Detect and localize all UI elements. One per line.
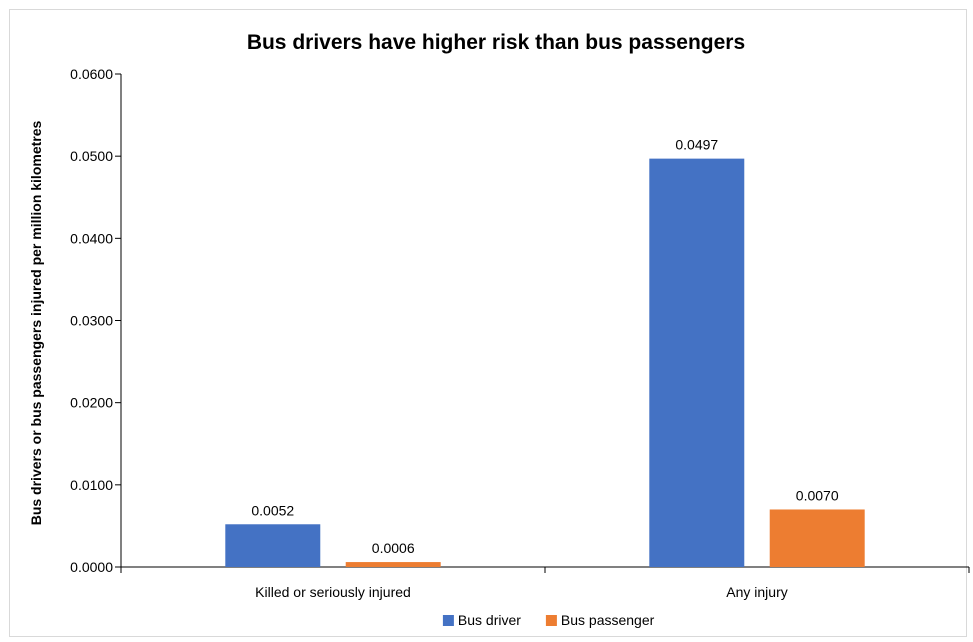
legend-label: Bus driver	[458, 612, 521, 628]
y-tick-label: 0.0400	[70, 230, 113, 246]
y-tick-label: 0.0000	[70, 559, 113, 575]
legend-label: Bus passenger	[561, 612, 655, 628]
data-label: 0.0070	[796, 487, 839, 503]
y-tick-label: 0.0300	[70, 313, 113, 329]
legend-swatch	[442, 615, 454, 626]
plot-area: 0.0000 0.0100 0.0200 0.0300 0.0400 0.0500 0.06…	[70, 66, 970, 600]
bar	[225, 524, 321, 567]
data-label: 0.0006	[372, 540, 415, 556]
legend: Bus driver Bus passenger	[442, 612, 655, 628]
x-tick-label: Any injury	[726, 584, 787, 600]
data-label: 0.0052	[251, 502, 294, 518]
y-tick-label: 0.0500	[70, 148, 113, 164]
y-tick-label: 0.0200	[70, 395, 113, 411]
x-tick-label: Killed or seriously injured	[255, 584, 411, 600]
bar	[649, 158, 745, 568]
y-axis-label: Bus drivers or bus passengers injured pe…	[28, 121, 44, 526]
chart-title: Bus drivers have higher risk than bus pa…	[247, 31, 745, 54]
y-tick-label: 0.0600	[70, 66, 113, 82]
bar	[345, 562, 441, 567]
y-tick-label: 0.0100	[70, 477, 113, 493]
bar	[769, 509, 865, 567]
legend-swatch	[545, 615, 557, 626]
data-label: 0.0497	[675, 137, 718, 153]
